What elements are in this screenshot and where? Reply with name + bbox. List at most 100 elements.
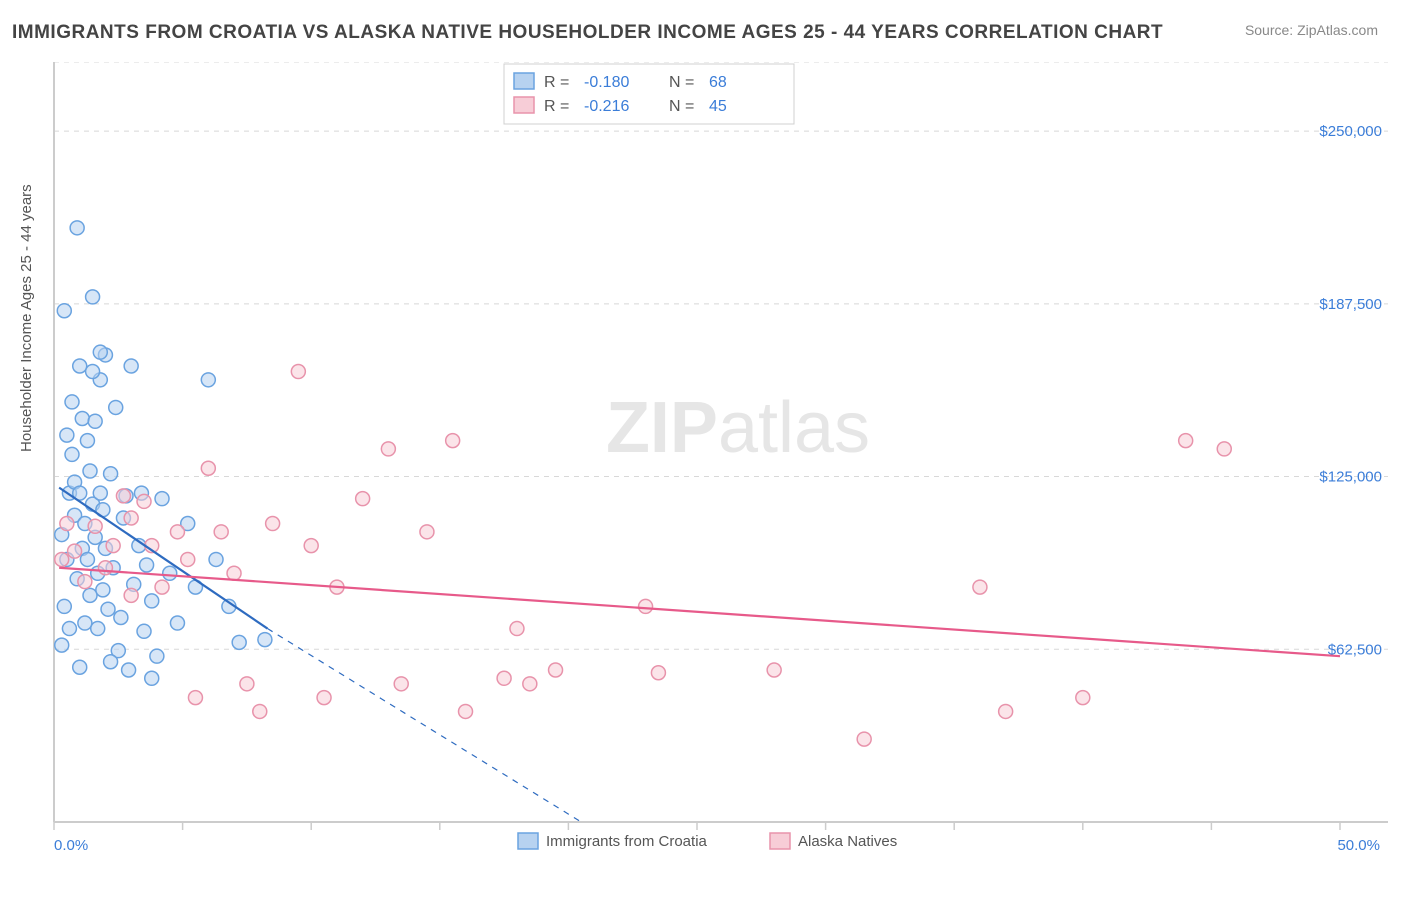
data-point [93,486,107,500]
data-point [55,552,69,566]
svg-text:-0.180: -0.180 [584,74,629,91]
data-point [78,575,92,589]
data-point [73,660,87,674]
data-point [137,494,151,508]
data-point [201,461,215,475]
data-point [651,666,665,680]
svg-text:-0.216: -0.216 [584,98,629,115]
data-point [145,594,159,608]
legend-swatch [514,97,534,113]
svg-text:50.0%: 50.0% [1337,837,1380,854]
data-point [124,359,138,373]
svg-text:R =: R = [544,74,569,91]
svg-text:$250,000: $250,000 [1319,123,1382,140]
data-point [155,492,169,506]
data-point [188,691,202,705]
data-point [70,221,84,235]
data-point [1179,434,1193,448]
data-point [356,492,370,506]
data-point [145,671,159,685]
chart-area: Householder Income Ages 25 - 44 years ZI… [48,62,1388,840]
data-point [109,400,123,414]
svg-text:$125,000: $125,000 [1319,469,1382,486]
data-point [62,622,76,636]
data-point [999,704,1013,718]
data-point [459,704,473,718]
data-point [170,616,184,630]
svg-text:ZIPatlas: ZIPatlas [606,388,870,468]
data-point [106,539,120,553]
data-point [291,365,305,379]
data-point [75,412,89,426]
data-point [83,588,97,602]
legend-label: Alaska Natives [798,833,897,850]
data-point [83,464,97,478]
data-point [767,663,781,677]
data-point [86,290,100,304]
trend-line-extrapolated [267,629,581,822]
data-point [304,539,318,553]
legend-label: Immigrants from Croatia [546,833,708,850]
data-point [227,566,241,580]
data-point [96,583,110,597]
data-point [420,525,434,539]
data-point [140,558,154,572]
data-point [201,373,215,387]
y-axis-label: Householder Income Ages 25 - 44 years [18,184,35,452]
data-point [60,428,74,442]
data-point [258,633,272,647]
data-point [114,610,128,624]
data-point [446,434,460,448]
svg-text:N =: N = [669,98,694,115]
data-point [253,704,267,718]
data-point [155,580,169,594]
data-point [86,365,100,379]
svg-text:N =: N = [669,74,694,91]
data-point [104,655,118,669]
data-point [497,671,511,685]
data-point [124,511,138,525]
data-point [510,622,524,636]
data-point [857,732,871,746]
data-point [150,649,164,663]
correlation-legend [504,64,794,124]
trend-line [59,568,1340,656]
data-point [101,602,115,616]
data-point [170,525,184,539]
data-point [88,414,102,428]
data-point [98,561,112,575]
data-point [68,544,82,558]
data-point [1076,691,1090,705]
data-point [65,395,79,409]
data-point [523,677,537,691]
data-point [394,677,408,691]
legend-swatch [770,833,790,849]
data-point [181,552,195,566]
data-point [80,434,94,448]
svg-text:68: 68 [709,74,727,91]
data-point [973,580,987,594]
data-point [116,489,130,503]
data-point [80,552,94,566]
data-point [639,599,653,613]
data-point [240,677,254,691]
header: IMMIGRANTS FROM CROATIA VS ALASKA NATIVE… [0,0,1406,52]
data-point [57,599,71,613]
data-point [266,517,280,531]
data-point [78,616,92,630]
data-point [163,566,177,580]
chart-title: IMMIGRANTS FROM CROATIA VS ALASKA NATIVE… [12,22,1163,44]
svg-text:45: 45 [709,98,727,115]
data-point [232,635,246,649]
data-point [93,345,107,359]
legend-swatch [514,73,534,89]
data-point [73,359,87,373]
data-point [55,638,69,652]
scatter-plot: ZIPatlas$62,500$125,000$187,500$250,0000… [48,62,1388,902]
data-point [381,442,395,456]
data-point [88,519,102,533]
svg-text:$187,500: $187,500 [1319,296,1382,313]
data-point [124,588,138,602]
data-point [104,467,118,481]
legend-swatch [518,833,538,849]
